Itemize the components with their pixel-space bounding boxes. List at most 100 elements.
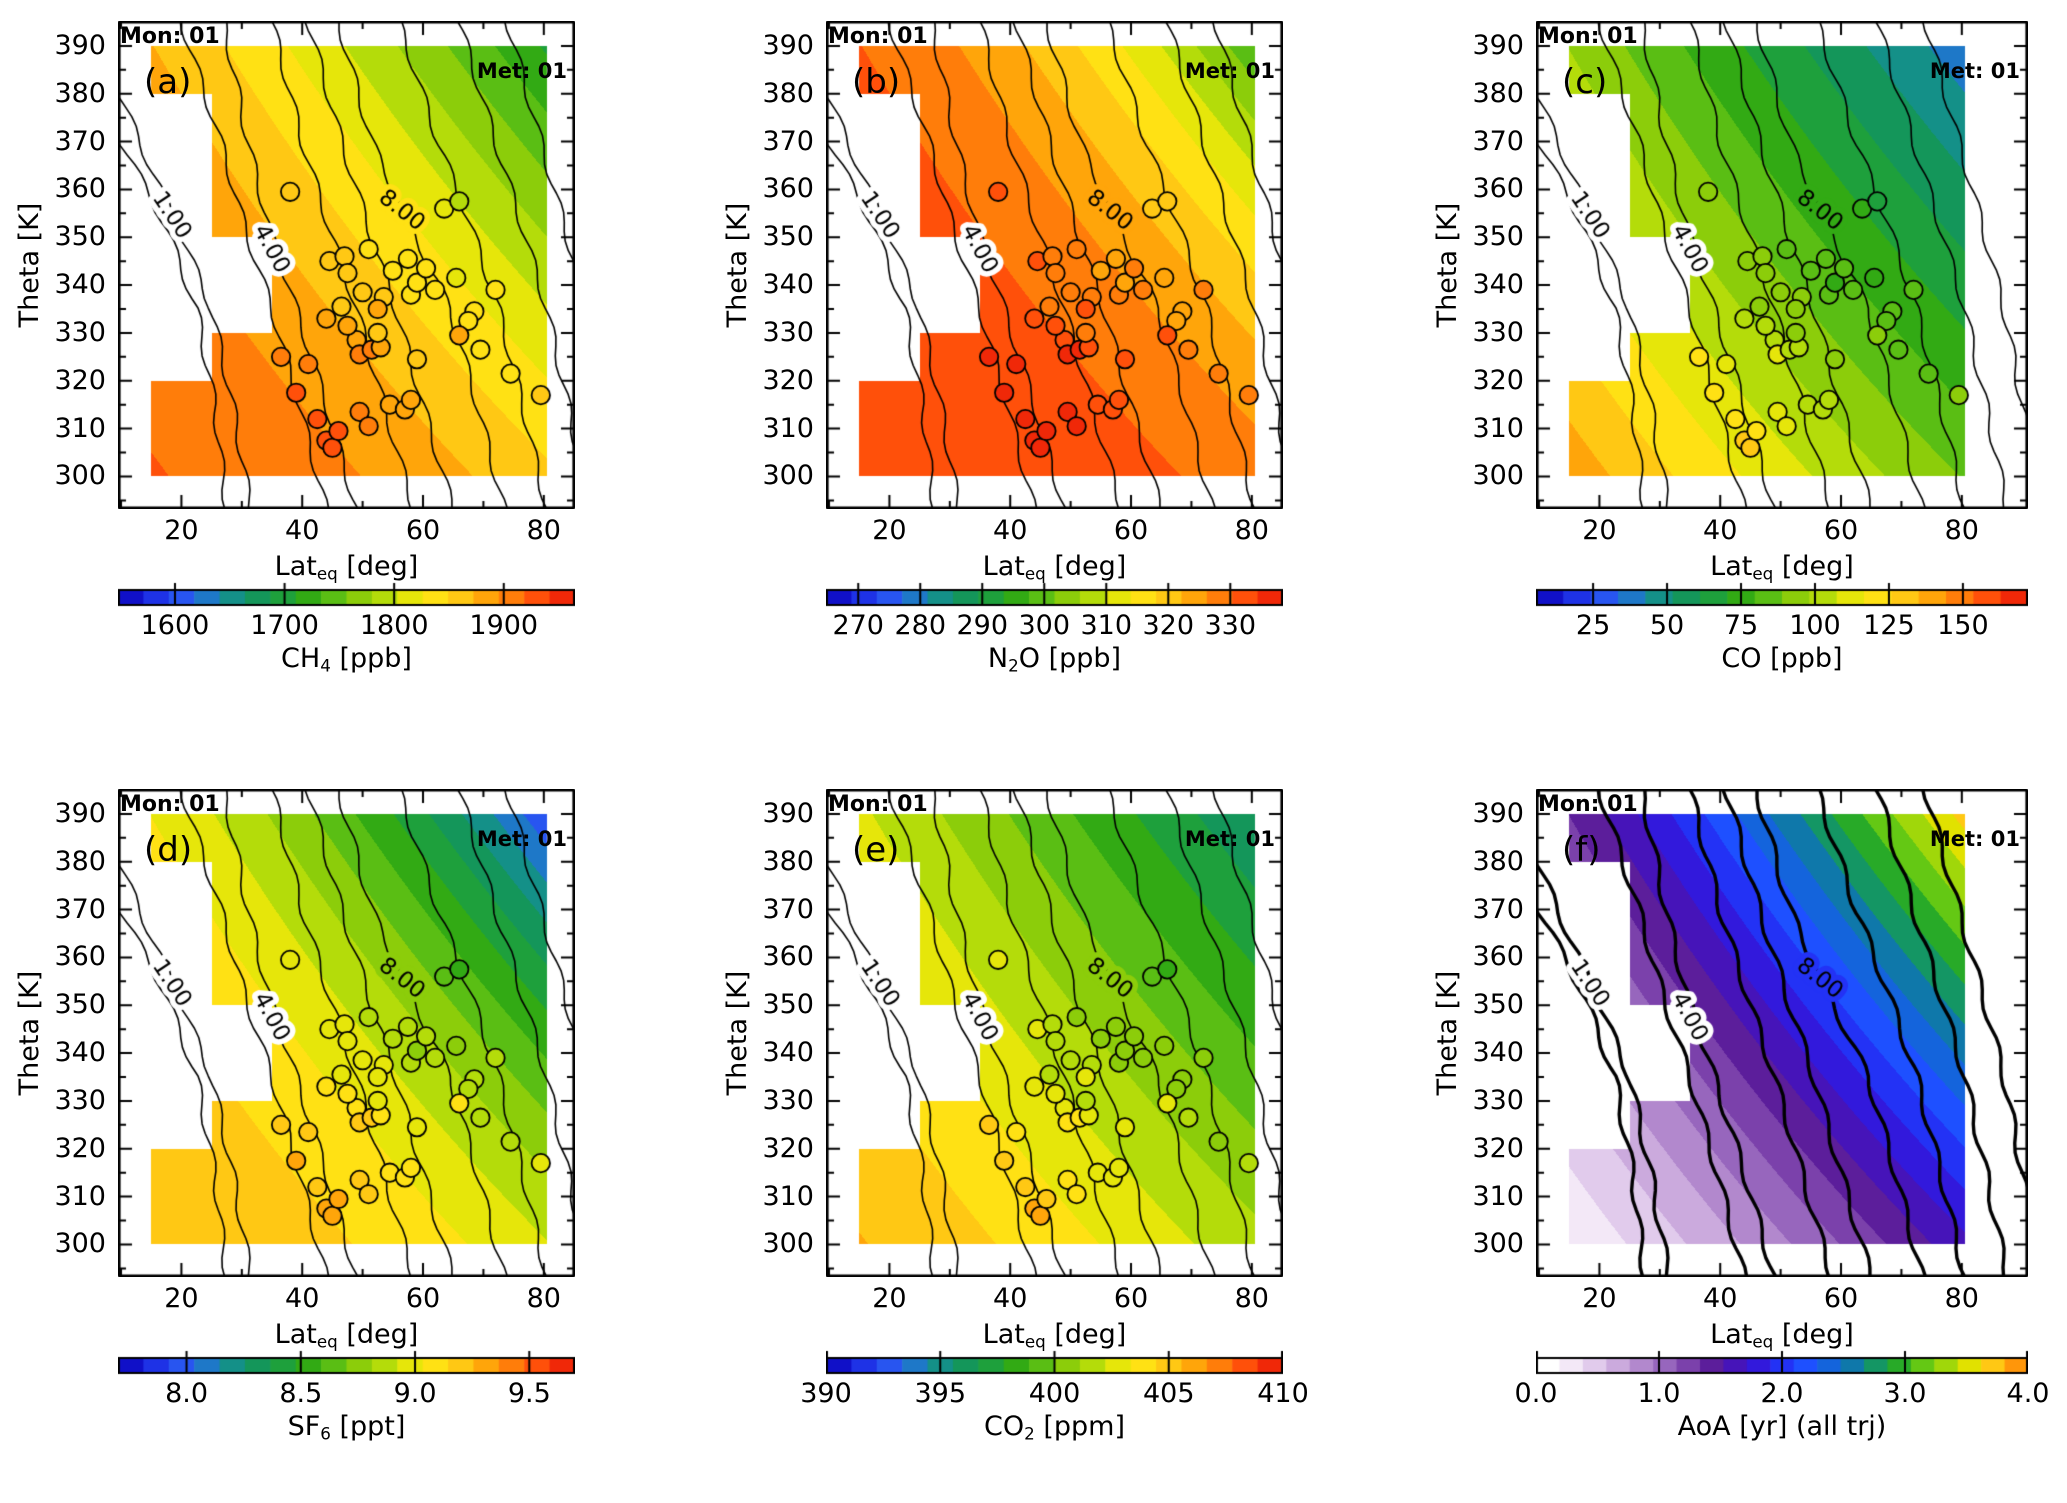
panel-letter: (f) [1562, 830, 1601, 870]
colorbar-title: AoA [yr] (all trj) [1677, 1411, 1887, 1442]
y-tick-label: 340 [54, 1037, 106, 1069]
y-tick-label: 310 [54, 1180, 106, 1212]
y-tick-label: 360 [54, 173, 106, 205]
x-tick-label: 20 [872, 515, 907, 546]
colorbar [1536, 581, 2028, 615]
y-tick-label: 300 [54, 460, 106, 492]
y-tick-label: 350 [1472, 221, 1524, 253]
y-tick-label: 320 [762, 1132, 814, 1164]
y-tick-label: 380 [54, 845, 106, 877]
x-tick-label: 80 [526, 1283, 561, 1314]
colorbar-tick-label: 390 [800, 1378, 852, 1409]
x-tick-label: 40 [285, 1283, 320, 1314]
colorbar-tick-label: 300 [1018, 610, 1071, 641]
y-tick-label: 390 [54, 797, 106, 829]
contour-plot-canvas [1536, 21, 2028, 509]
y-tick-label: 340 [1472, 1037, 1524, 1069]
colorbar-tick-label: 290 [956, 610, 1009, 641]
colorbar-tick-label: 2.0 [1760, 1378, 1804, 1409]
x-axis-title: Lateq [deg] [274, 1319, 419, 1352]
colorbar-tick-label: 395 [914, 1378, 967, 1409]
colorbar-title: CO2 [ppm] [984, 1411, 1125, 1444]
x-tick-label: 40 [285, 515, 320, 546]
colorbar-title: SF6 [ppt] [287, 1411, 406, 1444]
y-tick-label: 380 [762, 845, 814, 877]
colorbar-tick-label: 0.0 [1514, 1378, 1558, 1409]
colorbar [826, 581, 1283, 615]
x-tick-label: 80 [1234, 1283, 1269, 1314]
y-tick-label: 300 [1472, 460, 1524, 492]
x-tick-label: 80 [526, 515, 561, 546]
y-tick-label: 370 [762, 125, 814, 157]
y-tick-label: 390 [762, 797, 814, 829]
colorbar-tick-label: 9.0 [393, 1378, 437, 1409]
y-tick-label: 370 [762, 893, 814, 925]
y-tick-label: 370 [54, 893, 106, 925]
y-tick-label: 390 [1472, 29, 1524, 61]
colorbar-tick-label: 4.0 [2006, 1378, 2050, 1409]
y-tick-label: 320 [54, 364, 106, 396]
colorbar-tick-label: 9.5 [507, 1378, 551, 1409]
month-label: Mon: 01 [1538, 792, 1638, 817]
y-tick-label: 310 [762, 1180, 814, 1212]
y-tick-label: 360 [1472, 941, 1524, 973]
colorbar-tick-label: 330 [1204, 610, 1257, 641]
month-label: Mon: 01 [1538, 24, 1638, 49]
panel-e: Theta [K] Mon: 01 Met: 01 (e) Lateq [deg… [722, 768, 1386, 1503]
x-axis-title: Lateq [deg] [1710, 551, 1854, 584]
y-tick-label: 360 [762, 941, 814, 973]
panel-letter: (c) [1562, 62, 1608, 102]
x-tick-label: 20 [164, 515, 199, 546]
y-tick-label: 350 [54, 989, 106, 1021]
month-label: Mon: 01 [120, 24, 220, 49]
colorbar-tick-label: 320 [1142, 610, 1195, 641]
panel-f: Theta [K] Mon: 01 Met: 01 (f) Lateq [deg… [1432, 768, 2067, 1503]
panel-letter: (b) [852, 62, 901, 102]
y-tick-label: 380 [54, 77, 106, 109]
y-tick-label: 360 [54, 941, 106, 973]
x-tick-label: 80 [1234, 515, 1269, 546]
y-tick-label: 370 [1472, 893, 1524, 925]
contour-plot-canvas [118, 21, 575, 509]
colorbar-tick-label: 280 [894, 610, 947, 641]
y-tick-label: 350 [762, 221, 814, 253]
met-label: Met: 01 [1929, 59, 2020, 83]
x-tick-label: 40 [1703, 1283, 1738, 1314]
colorbar-title: CO [ppb] [1721, 643, 1843, 674]
y-tick-label: 380 [1472, 77, 1524, 109]
x-axis-title: Lateq [deg] [274, 551, 419, 584]
x-axis-title: Lateq [deg] [982, 551, 1127, 584]
colorbar-tick-label: 1800 [359, 610, 429, 641]
panel-b: Theta [K] Mon: 01 Met: 01 (b) Lateq [deg… [722, 0, 1386, 735]
x-tick-label: 20 [1582, 1283, 1617, 1314]
y-tick-label: 380 [762, 77, 814, 109]
y-tick-label: 390 [1472, 797, 1524, 829]
y-tick-label: 370 [54, 125, 106, 157]
contour-plot-canvas [826, 789, 1283, 1277]
y-tick-label: 330 [1472, 1084, 1524, 1116]
y-tick-label: 360 [762, 173, 814, 205]
colorbar-tick-label: 8.0 [165, 1378, 209, 1409]
panel-c: Theta [K] Mon: 01 Met: 01 (c) Lateq [deg… [1432, 0, 2067, 735]
y-tick-label: 350 [54, 221, 106, 253]
colorbar-title: N2O [ppb] [987, 643, 1122, 676]
y-tick-label: 330 [1472, 316, 1524, 348]
y-tick-label: 330 [762, 1084, 814, 1116]
colorbar-tick-label: 405 [1142, 1378, 1195, 1409]
x-tick-label: 80 [1944, 1283, 1979, 1314]
panel-a: Theta [K] Mon: 01 Met: 01 (a) Lateq [deg… [14, 0, 678, 735]
colorbar [826, 1349, 1283, 1383]
y-tick-label: 390 [762, 29, 814, 61]
y-tick-label: 340 [762, 269, 814, 301]
colorbar-tick-label: 1.0 [1637, 1378, 1681, 1409]
colorbar-tick-label: 400 [1028, 1378, 1081, 1409]
y-tick-label: 350 [762, 989, 814, 1021]
colorbar [118, 581, 575, 615]
colorbar-tick-label: 410 [1257, 1378, 1309, 1409]
colorbar-tick-label: 150 [1937, 610, 1989, 641]
colorbar-tick-label: 25 [1575, 610, 1611, 641]
y-tick-label: 300 [54, 1228, 106, 1260]
panel-letter: (d) [144, 830, 193, 870]
y-tick-label: 310 [762, 412, 814, 444]
x-tick-label: 60 [1823, 515, 1859, 546]
